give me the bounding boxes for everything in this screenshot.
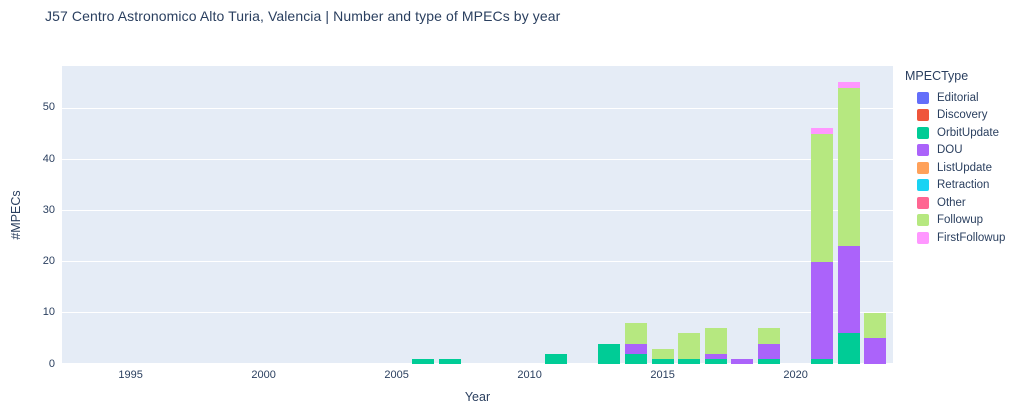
legend-label-Editorial: Editorial [937,91,979,104]
y-tick-label-20: 20 [42,255,55,268]
gridline-y-0 [62,363,893,364]
bar-segment-2011-OrbitUpdate[interactable] [545,353,568,364]
legend-item-Followup[interactable]: Followup [905,212,1023,230]
bar-segment-2021-OrbitUpdate[interactable] [811,358,834,364]
legend-title: MPECType [905,69,969,83]
legend-item-Retraction[interactable]: Retraction [905,177,1023,195]
legend-swatch-DOU [917,144,929,157]
x-tick-label-2000: 2000 [251,369,276,381]
bar-segment-2021-DOU[interactable] [811,261,834,359]
bar-segment-2015-Followup[interactable] [651,348,674,359]
bar-segment-2013-OrbitUpdate[interactable] [598,343,621,364]
y-tick-label-40: 40 [42,152,55,165]
bar-segment-2006-OrbitUpdate[interactable] [412,358,435,364]
legend-item-Editorial[interactable]: Editorial [905,89,1023,107]
bar-segment-2019-DOU[interactable] [758,343,781,359]
bar-segment-2014-Followup[interactable] [625,323,648,344]
bar-segment-2019-OrbitUpdate[interactable] [758,358,781,364]
bar-segment-2017-Followup[interactable] [704,328,727,354]
x-tick-label-2005: 2005 [384,369,409,381]
legend-swatch-FirstFollowup [917,231,929,244]
legend-label-ListUpdate: ListUpdate [937,161,992,174]
y-tick-label-30: 30 [42,203,55,216]
bar-segment-2015-OrbitUpdate[interactable] [651,358,674,364]
bar-segment-2007-OrbitUpdate[interactable] [438,358,461,364]
y-tick-label-0: 0 [48,357,55,370]
legend: MPECType Editorial Discovery OrbitUpdate DO… [905,69,1023,247]
legend-swatch-Other [917,196,929,209]
chart-title: J57 Centro Astronomico Alto Turia, Valen… [45,8,561,24]
bar-segment-2017-OrbitUpdate[interactable] [704,358,727,364]
y-tick-label-10: 10 [42,306,55,319]
bar-segment-2022-DOU[interactable] [837,246,860,334]
gridline-y-40 [62,158,893,160]
legend-swatch-ListUpdate [917,161,929,174]
legend-item-Discovery[interactable]: Discovery [905,107,1023,125]
legend-swatch-Discovery [917,109,929,122]
x-tick-label-2010: 2010 [517,369,542,381]
gridline-y-30 [62,209,893,211]
legend-label-Other: Other [937,196,966,209]
legend-item-DOU[interactable]: DOU [905,142,1023,160]
gridline-y-50 [62,107,893,109]
bar-segment-2019-Followup[interactable] [758,328,781,344]
legend-label-OrbitUpdate: OrbitUpdate [937,126,1000,139]
bar-segment-2022-FirstFollowup[interactable] [837,82,860,88]
legend-label-DOU: DOU [937,144,963,157]
legend-swatch-OrbitUpdate [917,126,929,139]
legend-label-Discovery: Discovery [937,109,988,122]
plot-area [62,66,893,364]
legend-item-Other[interactable]: Other [905,194,1023,212]
bar-segment-2023-DOU[interactable] [864,338,887,364]
bar-segment-2021-FirstFollowup[interactable] [811,128,834,134]
legend-swatch-Retraction [917,179,929,192]
legend-items: Editorial Discovery OrbitUpdate DOU ListUpda… [905,89,1023,247]
legend-label-Followup: Followup [937,214,984,227]
bar-segment-2016-Followup[interactable] [678,333,701,359]
legend-label-FirstFollowup: FirstFollowup [937,231,1006,244]
legend-item-OrbitUpdate[interactable]: OrbitUpdate [905,124,1023,142]
x-tick-label-2015: 2015 [650,369,675,381]
bar-segment-2022-Followup[interactable] [837,87,860,247]
bar-segment-2022-OrbitUpdate[interactable] [837,333,860,364]
legend-item-FirstFollowup[interactable]: FirstFollowup [905,229,1023,247]
bar-segment-2017-DOU[interactable] [704,353,727,359]
bar-segment-2014-DOU[interactable] [625,343,648,354]
legend-swatch-Followup [917,214,929,227]
legend-swatch-Editorial [917,91,929,104]
bar-segment-2021-Followup[interactable] [811,133,834,262]
legend-label-Retraction: Retraction [937,179,990,192]
y-tick-label-50: 50 [42,101,55,114]
bar-segment-2016-OrbitUpdate[interactable] [678,358,701,364]
bar-segment-2023-Followup[interactable] [864,312,887,339]
bar-segment-2014-OrbitUpdate[interactable] [625,353,648,364]
x-axis-title: Year [464,390,491,404]
legend-item-ListUpdate[interactable]: ListUpdate [905,159,1023,177]
gridline-y-10 [62,312,893,314]
gridline-y-20 [62,261,893,263]
x-tick-label-1995: 1995 [118,369,143,381]
x-tick-label-2020: 2020 [783,369,808,381]
bar-segment-2018-DOU[interactable] [731,358,754,364]
